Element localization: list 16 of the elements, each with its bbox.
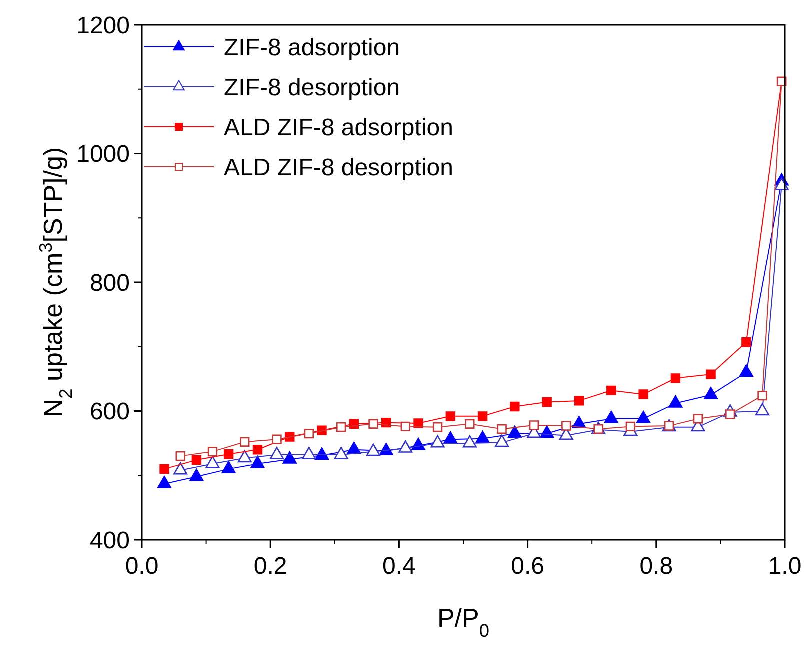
legend-label: ZIF-8 desorption [224,74,400,102]
x-tick-label: 1.0 [768,553,802,580]
x-tick-label: 0.2 [254,553,288,580]
y-tick-label: 1000 [76,141,130,168]
y-tick-label: 400 [90,527,130,554]
x-tick-label: 0.8 [640,553,674,580]
y-tick-label: 600 [90,398,130,426]
x-axis-title: P/P$_{0}$ [437,603,490,641]
legend-label: ALD ZIF-8 adsorption [224,114,454,142]
legend-label: ZIF-8 adsorption [224,34,400,62]
y-tick-label: 800 [90,270,130,297]
x-tick-label: 0.4 [382,553,416,580]
x-tick-label: 0.0 [125,553,159,580]
x-tick-label: 0.6 [511,553,544,580]
legend-label: ALD ZIF-8 desorption [224,154,454,182]
y-tick-label: 1200 [76,12,130,40]
